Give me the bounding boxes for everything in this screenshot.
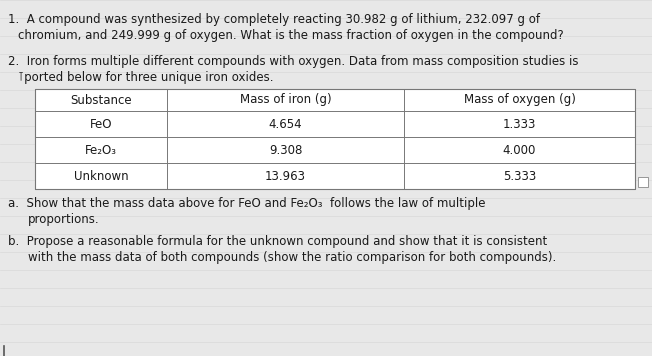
Text: 1.333: 1.333: [503, 117, 536, 131]
Text: chromium, and 249.999 g of oxygen. What is the mass fraction of oxygen in the co: chromium, and 249.999 g of oxygen. What …: [18, 29, 564, 42]
Text: FeO: FeO: [90, 117, 112, 131]
Text: 13.963: 13.963: [265, 169, 306, 183]
Text: b.  Propose a reasonable formula for the unknown compound and show that it is co: b. Propose a reasonable formula for the …: [8, 235, 547, 248]
Text: 4.654: 4.654: [269, 117, 303, 131]
Text: 1.  A compound was synthesized by completely reacting 30.982 g of lithium, 232.0: 1. A compound was synthesized by complet…: [8, 13, 540, 26]
Text: 2.  Iron forms multiple different compounds with oxygen. Data from mass composit: 2. Iron forms multiple different compoun…: [8, 55, 578, 68]
Text: Mass of oxygen (g): Mass of oxygen (g): [464, 94, 576, 106]
Bar: [638, 177, 648, 187]
Text: 4.000: 4.000: [503, 143, 536, 157]
Text: Substance: Substance: [70, 94, 132, 106]
Text: 9.308: 9.308: [269, 143, 302, 157]
Text: Fe₂O₃: Fe₂O₃: [85, 143, 117, 157]
Text: Mass of iron (g): Mass of iron (g): [240, 94, 331, 106]
Text: 5.333: 5.333: [503, 169, 536, 183]
Text: proportions.: proportions.: [28, 213, 100, 226]
Bar: [35, 89, 635, 189]
Text: with the mass data of both compounds (show the ratio comparison for both compoun: with the mass data of both compounds (sh…: [28, 251, 556, 264]
Text: Unknown: Unknown: [74, 169, 128, 183]
Text: a.  Show that the mass data above for FeO and Fe₂O₃  follows the law of multiple: a. Show that the mass data above for FeO…: [8, 197, 486, 210]
Text: ⊺ported below for three unique iron oxides.: ⊺ported below for three unique iron oxid…: [18, 71, 273, 84]
